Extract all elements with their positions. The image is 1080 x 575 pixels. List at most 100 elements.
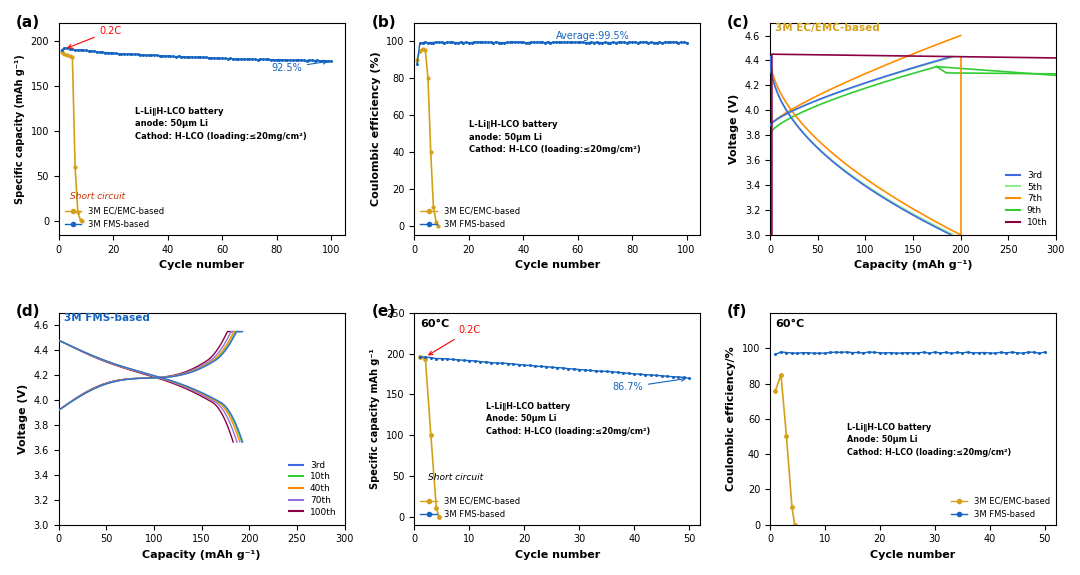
3M FMS-based	[512, 361, 525, 368]
3M FMS-based	[940, 349, 953, 356]
3M FMS-based	[1011, 349, 1024, 356]
3M FMS-based	[912, 350, 924, 356]
3M EC/EMC-based	[430, 505, 443, 512]
3M FMS-based	[578, 366, 591, 373]
3M EC/EMC-based	[430, 218, 443, 225]
Line: 3M FMS-based: 3M FMS-based	[774, 351, 1045, 355]
Line: 3M FMS-based: 3M FMS-based	[419, 356, 690, 379]
Y-axis label: Voltage (V): Voltage (V)	[729, 94, 740, 164]
Legend: 3rd, 5th, 7th, 9th, 10th: 3rd, 5th, 7th, 9th, 10th	[1002, 167, 1051, 231]
3M FMS-based	[863, 348, 876, 355]
3M FMS-based	[611, 369, 624, 375]
3M FMS-based	[540, 363, 553, 370]
3M FMS-based	[650, 372, 663, 379]
3M EC/EMC-based	[75, 217, 87, 224]
Legend: 3rd, 10th, 40th, 70th, 100th: 3rd, 10th, 40th, 70th, 100th	[285, 457, 340, 520]
Text: L-Li∥H-LCO battery
anode: 50μm Li
Cathod: H-LCO (loading:≤20mg/cm²): L-Li∥H-LCO battery anode: 50μm Li Cathod…	[469, 120, 640, 154]
3M FMS-based	[906, 350, 919, 356]
3M FMS-based	[885, 349, 897, 356]
Y-axis label: Coulombic efficiency/%: Coulombic efficiency/%	[727, 347, 737, 491]
Text: L-Li∥H-LCO battery
anode: 50μm Li
Cathod: H-LCO (loading:≤20mg/cm²): L-Li∥H-LCO battery anode: 50μm Li Cathod…	[135, 107, 307, 141]
3M FMS-based	[813, 350, 826, 356]
3M FMS-based	[617, 370, 630, 377]
3M FMS-based	[1027, 349, 1040, 356]
Legend: 3M EC/EMC-based, 3M FMS-based: 3M EC/EMC-based, 3M FMS-based	[419, 495, 522, 520]
3M FMS-based	[819, 350, 832, 356]
3M FMS-based	[562, 365, 575, 372]
3M FMS-based	[600, 368, 613, 375]
3M EC/EMC-based	[427, 204, 440, 210]
3M FMS-based	[451, 356, 464, 363]
3M EC/EMC-based	[419, 47, 432, 53]
3M FMS-based	[485, 359, 498, 366]
3M FMS-based	[824, 349, 837, 356]
3M FMS-based	[584, 367, 597, 374]
3M FMS-based	[1005, 348, 1018, 355]
Legend: 3M EC/EMC-based, 3M FMS-based: 3M EC/EMC-based, 3M FMS-based	[949, 495, 1052, 520]
3M EC/EMC-based	[431, 222, 444, 229]
3M FMS-based	[545, 364, 558, 371]
3M FMS-based	[851, 349, 864, 356]
3M FMS-based	[419, 354, 432, 361]
3M FMS-based	[414, 353, 427, 360]
3M EC/EMC-based	[780, 433, 793, 440]
3M EC/EMC-based	[414, 47, 427, 54]
Line: 3M FMS-based: 3M FMS-based	[60, 47, 332, 62]
3M FMS-based	[661, 39, 674, 45]
3M FMS-based	[989, 350, 1002, 356]
3M FMS-based	[556, 365, 569, 371]
3M FMS-based	[672, 374, 685, 381]
3M FMS-based	[967, 350, 980, 356]
3M EC/EMC-based	[57, 50, 70, 57]
3M FMS-based	[835, 349, 848, 356]
3M FMS-based	[1016, 350, 1029, 356]
3M FMS-based	[524, 362, 537, 369]
3M EC/EMC-based	[424, 148, 437, 155]
3M FMS-based	[441, 355, 454, 362]
3M FMS-based	[901, 349, 914, 356]
3M FMS-based	[430, 355, 443, 362]
X-axis label: Cycle number: Cycle number	[515, 550, 599, 560]
Text: (b): (b)	[372, 14, 396, 29]
3M FMS-based	[1032, 350, 1045, 356]
3M FMS-based	[934, 350, 947, 356]
3M FMS-based	[661, 373, 674, 380]
Text: 3M EC/EMC-based: 3M EC/EMC-based	[774, 23, 879, 33]
3M EC/EMC-based	[421, 75, 434, 82]
3M FMS-based	[917, 348, 930, 355]
3M FMS-based	[868, 349, 881, 356]
3M EC/EMC-based	[66, 54, 79, 61]
3M FMS-based	[622, 370, 635, 377]
Text: (e): (e)	[372, 304, 395, 320]
3M FMS-based	[457, 357, 470, 364]
3M FMS-based	[627, 370, 640, 377]
3M FMS-based	[324, 58, 337, 64]
3M FMS-based	[306, 57, 319, 64]
X-axis label: Capacity (mAh g⁻¹): Capacity (mAh g⁻¹)	[853, 260, 972, 270]
Legend: 3M EC/EMC-based, 3M FMS-based: 3M EC/EMC-based, 3M FMS-based	[63, 205, 165, 231]
Text: 92.5%: 92.5%	[271, 60, 327, 73]
3M FMS-based	[639, 39, 652, 45]
3M FMS-based	[474, 358, 487, 365]
3M FMS-based	[572, 366, 585, 373]
3M FMS-based	[846, 349, 859, 356]
Line: 3M EC/EMC-based: 3M EC/EMC-based	[60, 51, 83, 223]
3M FMS-based	[550, 39, 563, 45]
3M FMS-based	[1038, 348, 1051, 355]
3M FMS-based	[496, 359, 509, 366]
3M FMS-based	[840, 348, 853, 355]
3M FMS-based	[313, 58, 326, 64]
X-axis label: Capacity (mAh g⁻¹): Capacity (mAh g⁻¹)	[143, 550, 261, 560]
Y-axis label: Voltage (V): Voltage (V)	[18, 384, 28, 454]
3M FMS-based	[446, 356, 459, 363]
3M EC/EMC-based	[769, 387, 782, 394]
Text: (c): (c)	[727, 14, 750, 29]
3M EC/EMC-based	[424, 432, 437, 439]
3M FMS-based	[529, 363, 542, 370]
3M FMS-based	[829, 348, 842, 355]
3M FMS-based	[666, 373, 679, 380]
Text: 0.2C: 0.2C	[429, 325, 481, 355]
3M FMS-based	[890, 350, 903, 356]
3M FMS-based	[473, 39, 486, 45]
3M FMS-based	[972, 349, 985, 356]
